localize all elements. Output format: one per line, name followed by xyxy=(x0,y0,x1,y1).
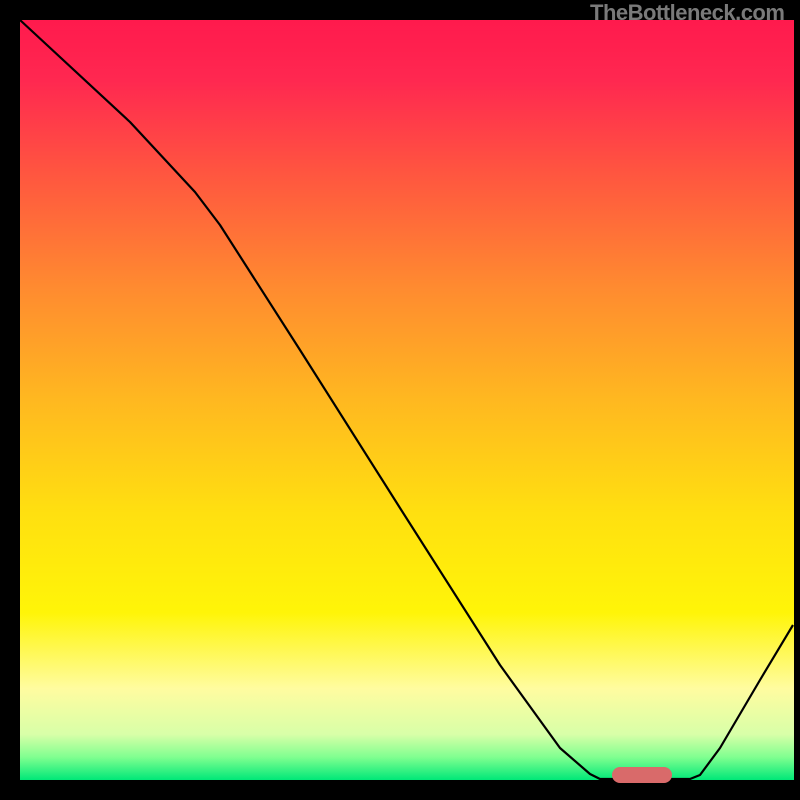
bottleneck-chart xyxy=(0,0,800,800)
optimal-marker xyxy=(612,767,672,783)
plot-gradient-area xyxy=(20,20,794,780)
watermark-text: TheBottleneck.com xyxy=(590,0,784,26)
